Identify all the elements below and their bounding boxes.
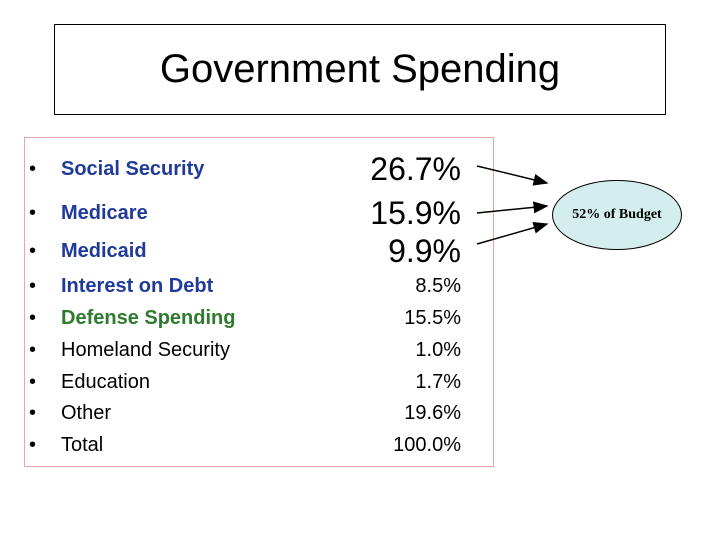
spending-list: • Social Security 26.7% • Medicare 15.9% • Medi…	[24, 137, 494, 467]
item-value: 15.5%	[404, 307, 461, 329]
item-label: Other	[61, 402, 112, 424]
list-item: • Total 100.0%	[25, 428, 493, 462]
bullet-icon: •	[29, 402, 37, 424]
item-label: Social Security	[61, 158, 205, 180]
item-value: 8.5%	[415, 275, 461, 297]
item-label: Medicare	[61, 202, 148, 224]
item-value: 19.6%	[404, 402, 461, 424]
list-item: • Other 19.6%	[25, 396, 493, 430]
item-label: Education	[61, 371, 150, 393]
list-item: • Medicaid 9.9%	[25, 234, 493, 268]
callout-text: 52% of Budget	[572, 207, 662, 222]
item-value: 26.7%	[370, 151, 461, 187]
page-title: Government Spending	[159, 47, 561, 91]
arrow-line	[476, 201, 549, 214]
budget-callout: 52% of Budget	[552, 180, 682, 250]
bullet-icon: •	[29, 307, 37, 329]
item-label: Interest on Debt	[61, 275, 214, 297]
arrow-line	[476, 221, 549, 245]
item-value: 1.7%	[415, 371, 461, 393]
item-label: Defense Spending	[61, 307, 236, 329]
bullet-icon: •	[29, 339, 37, 361]
bullet-icon: •	[29, 158, 37, 180]
item-value: 15.9%	[370, 195, 461, 231]
list-item: • Education 1.7%	[25, 365, 493, 399]
item-value: 9.9%	[388, 233, 461, 269]
item-value: 1.0%	[415, 339, 461, 361]
list-item: • Medicare 15.9%	[25, 196, 493, 230]
item-label: Homeland Security	[61, 339, 230, 361]
list-item: • Social Security 26.7%	[25, 152, 493, 186]
item-value: 100.0%	[393, 434, 461, 456]
list-item: • Interest on Debt 8.5%	[25, 269, 493, 303]
bullet-icon: •	[29, 371, 37, 393]
bullet-icon: •	[29, 434, 37, 456]
bullet-icon: •	[29, 240, 37, 262]
arrow-line	[476, 165, 549, 186]
list-item: • Defense Spending 15.5%	[25, 301, 493, 335]
bullet-icon: •	[29, 275, 37, 297]
title-box: Government Spending	[54, 24, 666, 115]
item-label: Medicaid	[61, 240, 147, 262]
bullet-icon: •	[29, 202, 37, 224]
item-label: Total	[61, 434, 104, 456]
list-item: • Homeland Security 1.0%	[25, 333, 493, 367]
